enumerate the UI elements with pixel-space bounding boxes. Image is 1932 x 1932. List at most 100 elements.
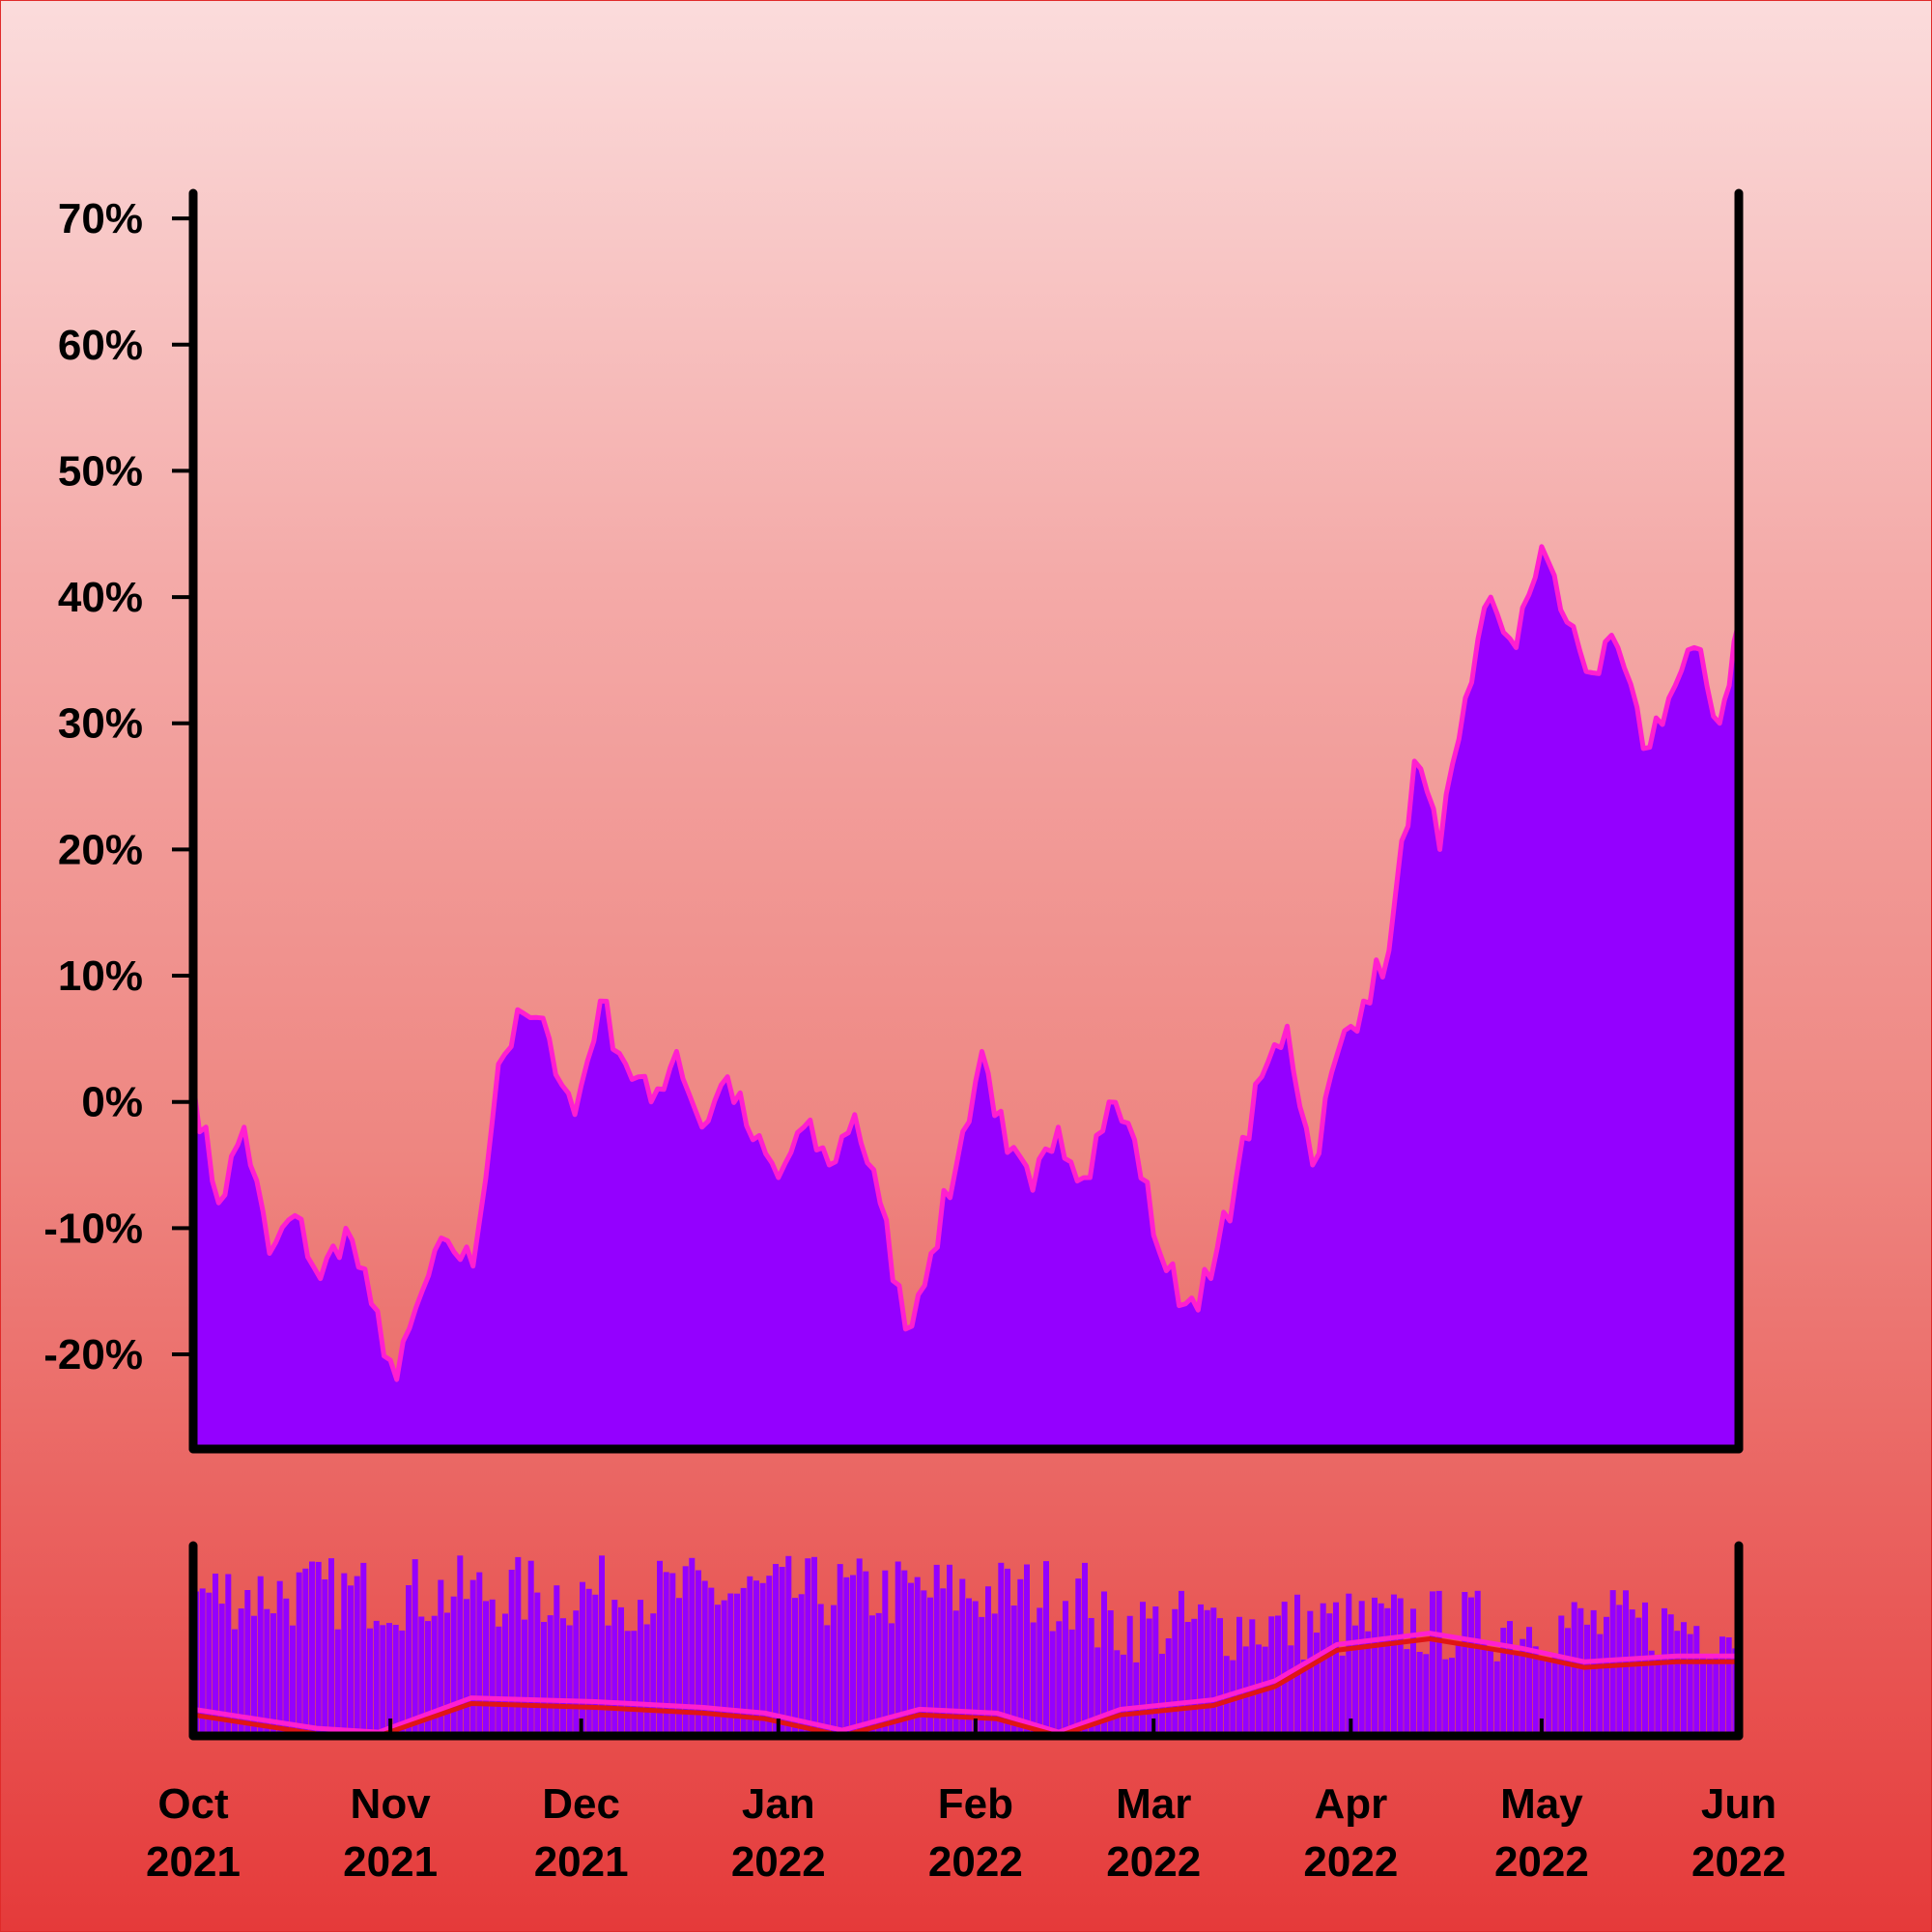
volume-bar	[1346, 1593, 1352, 1736]
x-tick-label-year: 2021	[534, 1838, 629, 1886]
volume-bar	[759, 1582, 766, 1736]
volume-bar	[966, 1598, 972, 1736]
x-tick-label-month: May	[1500, 1780, 1583, 1828]
volume-bar	[1577, 1607, 1584, 1736]
volume-bar	[805, 1558, 811, 1736]
x-tick-label-month: Apr	[1314, 1780, 1387, 1828]
volume-bar	[1423, 1654, 1430, 1736]
volume-bar	[914, 1577, 921, 1736]
volume-bar	[1590, 1609, 1597, 1736]
volume-bar	[959, 1578, 966, 1736]
volume-bar	[650, 1613, 657, 1736]
volume-bar	[566, 1625, 573, 1736]
volume-bar	[1539, 1659, 1546, 1736]
volume-bar	[1513, 1653, 1520, 1736]
volume-bar	[811, 1556, 817, 1736]
volume-bar	[1404, 1649, 1410, 1736]
volume-bar	[599, 1555, 605, 1736]
volume-bar	[1365, 1631, 1372, 1736]
volume-bar	[1210, 1607, 1217, 1736]
volume-bar	[1488, 1648, 1493, 1736]
volume-bar	[270, 1613, 276, 1736]
volume-bar	[869, 1615, 875, 1736]
volume-bar	[1133, 1662, 1140, 1736]
x-tick-label-month: Nov	[351, 1780, 432, 1828]
volume-bar	[1391, 1594, 1397, 1736]
volume-bar	[1416, 1652, 1423, 1736]
volume-bar	[1681, 1622, 1687, 1736]
volume-bar	[1075, 1578, 1082, 1736]
volume-bar	[1584, 1624, 1590, 1736]
volume-bar	[1462, 1592, 1468, 1736]
volume-bar	[1410, 1608, 1416, 1736]
volume-bar	[1140, 1602, 1146, 1736]
volume-bar	[1571, 1602, 1577, 1736]
volume-bar	[399, 1630, 406, 1736]
volume-bar	[264, 1608, 270, 1736]
volume-bar	[380, 1625, 386, 1736]
volume-bar	[425, 1621, 431, 1736]
volume-bar	[251, 1615, 257, 1736]
volume-bar	[1204, 1609, 1210, 1736]
volume-bar	[1121, 1654, 1126, 1736]
volume-bar	[856, 1558, 863, 1736]
volume-bar	[1114, 1650, 1121, 1736]
volume-bar	[979, 1616, 985, 1736]
x-tick-label-month: Oct	[157, 1780, 229, 1828]
volume-bar	[1288, 1645, 1294, 1736]
volume-bar	[1642, 1602, 1648, 1736]
volume-bar	[412, 1559, 418, 1736]
volume-bar	[715, 1605, 721, 1736]
volume-bar	[1609, 1590, 1616, 1736]
volume-bar	[218, 1604, 225, 1736]
volume-ma-fast	[192, 1631, 1739, 1735]
volume-bar	[1049, 1631, 1056, 1736]
volume-bar	[1107, 1610, 1114, 1736]
volume-bar	[940, 1588, 947, 1736]
volume-bar	[1094, 1647, 1101, 1736]
volume-bar	[1010, 1605, 1017, 1736]
volume-bar	[747, 1576, 753, 1736]
y-tick-label: 60%	[58, 322, 143, 369]
volume-bar	[1500, 1628, 1507, 1736]
volume-bar	[1126, 1615, 1133, 1736]
volume-bar	[837, 1564, 843, 1736]
volume-bar	[257, 1576, 264, 1736]
volume-bar	[1449, 1658, 1455, 1736]
volume-bar	[721, 1600, 727, 1736]
volume-bar	[534, 1592, 541, 1736]
volume-bar	[766, 1576, 773, 1736]
volume-bar	[232, 1629, 238, 1736]
volume-bar	[489, 1599, 496, 1736]
volume-bar	[1146, 1618, 1152, 1736]
volume-bar	[740, 1587, 747, 1736]
volume-bar	[1674, 1631, 1681, 1736]
volume-bar	[927, 1597, 933, 1736]
volume-bar	[1101, 1591, 1107, 1736]
volume-bar	[244, 1590, 251, 1736]
volume-bar	[682, 1566, 689, 1736]
y-tick-label: 40%	[58, 574, 143, 621]
volume-bar	[1435, 1590, 1442, 1736]
volume-bar	[1468, 1597, 1474, 1736]
volume-bar	[952, 1610, 959, 1736]
volume-bar	[508, 1570, 515, 1736]
volume-bar	[1667, 1614, 1674, 1736]
volume-bar	[1165, 1638, 1172, 1736]
price-line	[190, 544, 1742, 1382]
volume-bar	[464, 1599, 469, 1736]
y-tick-label: 50%	[58, 447, 143, 495]
volume-bar	[785, 1555, 792, 1736]
volume-bar	[875, 1612, 882, 1736]
volume-bar	[1056, 1621, 1063, 1736]
volume-bar	[580, 1581, 585, 1736]
volume-bar	[334, 1629, 341, 1736]
volume-bar	[1352, 1625, 1358, 1736]
volume-bar	[238, 1608, 244, 1736]
volume-bar	[889, 1623, 895, 1736]
volume-bar	[1082, 1562, 1088, 1736]
x-tick-label-month: Jun	[1701, 1780, 1776, 1828]
volume-bar	[1179, 1590, 1184, 1736]
x-tick-label-year: 2022	[928, 1838, 1023, 1886]
price-panel	[190, 544, 1742, 1449]
